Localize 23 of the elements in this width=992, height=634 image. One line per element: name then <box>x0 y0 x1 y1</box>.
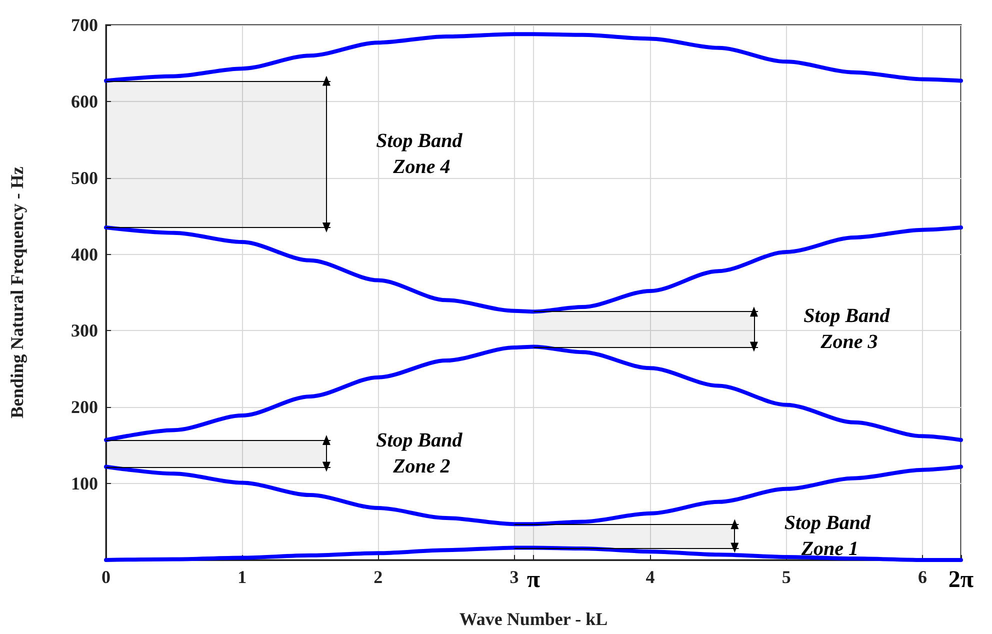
y-tick-label: 300 <box>71 320 98 341</box>
y-tick-label: 100 <box>71 474 98 494</box>
x-tick-label: 2π <box>948 567 974 593</box>
band-label: Stop Band Zone 1 <box>784 512 876 560</box>
x-tick-label: 6 <box>918 567 927 587</box>
x-tick-label: 3 <box>510 567 519 587</box>
band-label: Stop Band Zone 4 <box>376 130 468 178</box>
y-tick-label: 400 <box>71 244 98 264</box>
band-label: Stop Band Zone 3 <box>804 305 895 354</box>
x-axis-title: Wave Number - kL <box>459 609 608 629</box>
line-series <box>104 32 963 83</box>
x-tick-label: 5 <box>782 567 791 587</box>
x-tick-label: π <box>526 567 540 593</box>
y-axis-title: Bending Natural Frequency - Hz <box>7 166 27 418</box>
y-tick-label: 600 <box>71 91 98 112</box>
x-tick-label: 1 <box>238 567 247 587</box>
band-label: Stop Band Zone 2 <box>376 429 468 478</box>
y-tick-label: 700 <box>71 15 98 35</box>
y-tick-label: 200 <box>71 397 98 418</box>
x-tick-label: 4 <box>646 567 655 587</box>
x-tick-label: 0 <box>102 567 110 587</box>
x-tick-label: 2 <box>374 567 383 587</box>
y-tick-label: 500 <box>71 168 98 188</box>
